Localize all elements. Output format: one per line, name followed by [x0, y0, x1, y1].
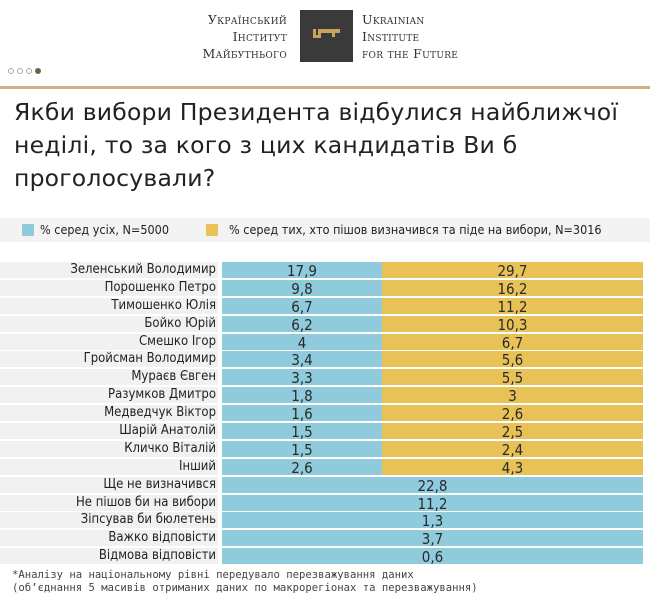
bar-decided: 6,7	[382, 333, 643, 352]
bar-all: 17,9	[222, 262, 382, 280]
bar-all: 6,2	[222, 315, 382, 334]
bar-decided: 29,7	[382, 262, 643, 280]
chart-row: Разумков Дмитро 1,8 3	[0, 387, 650, 405]
bar-decided: 10,3	[382, 315, 643, 334]
slide-pagination	[8, 68, 41, 74]
row-label: Не пішов би на вибори	[0, 494, 218, 511]
bar-decided: 11,2	[382, 297, 643, 316]
chart-row: Смешко Ігор 4 6,7	[0, 333, 650, 352]
bar-all: 22,8	[222, 476, 643, 495]
bar-all: 1,3	[222, 512, 643, 530]
bar-decided: 5,6	[382, 351, 643, 369]
row-label: Важко відповісти	[0, 530, 218, 547]
chart-row: Відмова відповісти 0,6	[0, 548, 650, 566]
chart-row: Інший 2,6 4,3	[0, 458, 650, 477]
chart-row: Гройсман Володимир 3,4 5,6	[0, 351, 650, 369]
row-label: Тимошенко Юлія	[0, 297, 218, 314]
chart-row: Ще не визначився 22,8	[0, 476, 650, 495]
chart-rows: Зеленський Володимир 17,9 29,7 Порошенко Пе…	[0, 262, 650, 566]
footnote: *Аналізу на національному рівні передува…	[12, 569, 478, 594]
chart-row: Медведчук Віктор 1,6 2,6	[0, 405, 650, 423]
chart-row: Кличко Віталій 1,5 2,4	[0, 440, 650, 459]
chart-row: Тимошенко Юлія 6,7 11,2	[0, 297, 650, 316]
slide-dot-1[interactable]	[8, 68, 14, 74]
bar-decided: 2,4	[382, 440, 643, 459]
bar-all: 11,2	[222, 494, 643, 513]
chart-row: Важко відповісти 3,7	[0, 530, 650, 548]
bar-decided: 4,3	[382, 458, 643, 477]
chart-row: Зеленський Володимир 17,9 29,7	[0, 262, 650, 280]
chart-title: Якби вибори Президента відбулися найближ…	[14, 98, 619, 192]
chart-row: Бойко Юрій 6,2 10,3	[0, 315, 650, 334]
bar-decided: 3	[382, 387, 643, 405]
bar-all: 1,5	[222, 440, 382, 459]
bar-all: 1,8	[222, 387, 382, 405]
row-label: Відмова відповісти	[0, 548, 218, 565]
logo-line: Майбутнього	[202, 46, 287, 61]
legend-label-decided: % серед тих, хто пішов визначився та під…	[229, 222, 602, 237]
bar-all: 6,7	[222, 297, 382, 316]
logo-text-english: Ukrainian Institute for the Future	[362, 11, 458, 62]
row-label: Медведчук Віктор	[0, 405, 218, 422]
logo-line: Інститут	[232, 29, 287, 44]
row-label: Зіпсував би бюлетень	[0, 512, 218, 529]
row-label: Разумков Дмитро	[0, 387, 218, 404]
legend-swatch-decided	[206, 224, 218, 236]
legend-label-all: % серед усіх, N=5000	[40, 222, 169, 237]
bar-all: 1,6	[222, 405, 382, 423]
bar-decided: 2,5	[382, 423, 643, 441]
row-label: Інший	[0, 458, 218, 475]
bar-all: 4	[222, 333, 382, 352]
bar-all: 0,6	[222, 548, 643, 566]
logo-line: Institute	[362, 29, 420, 44]
logo-line: Український	[207, 12, 287, 27]
logo-line: for the Future	[362, 46, 459, 61]
bar-all: 1,5	[222, 423, 382, 441]
chart-row: Не пішов би на вибори 11,2	[0, 494, 650, 513]
row-label: Мураєв Євген	[0, 369, 218, 386]
row-label: Кличко Віталій	[0, 440, 218, 457]
bar-decided: 2,6	[382, 405, 643, 423]
row-label: Порошенко Петро	[0, 279, 218, 296]
legend-swatch-all	[22, 224, 34, 236]
bar-all: 3,7	[222, 530, 643, 548]
chart-row: Порошенко Петро 9,8 16,2	[0, 279, 650, 298]
chart-row: Мураєв Євген 3,3 5,5	[0, 369, 650, 387]
logo-text-ukrainian: Український Інститут Майбутнього	[202, 11, 287, 62]
bar-all: 2,6	[222, 458, 382, 477]
slide-dot-4-active[interactable]	[35, 68, 41, 74]
row-label: Бойко Юрій	[0, 315, 218, 332]
bar-all: 9,8	[222, 279, 382, 298]
logo-line: Ukrainian	[362, 12, 425, 27]
bar-decided: 5,5	[382, 369, 643, 387]
bar-all: 3,3	[222, 369, 382, 387]
slide-dot-2[interactable]	[17, 68, 23, 74]
row-label: Гройсман Володимир	[0, 351, 218, 368]
slide-dot-3[interactable]	[26, 68, 32, 74]
row-label: Шарій Анатолій	[0, 423, 218, 440]
key-icon	[313, 29, 340, 38]
bar-decided: 16,2	[382, 279, 643, 298]
legend: % серед усіх, N=5000 % серед тих, хто пі…	[0, 218, 650, 242]
row-label: Ще не визначився	[0, 476, 218, 493]
chart-row: Шарій Анатолій 1,5 2,5	[0, 423, 650, 441]
header: Український Інститут Майбутнього Ukraini…	[0, 0, 650, 89]
logo-mark	[300, 10, 353, 62]
chart-row: Зіпсував би бюлетень 1,3	[0, 512, 650, 530]
row-label: Смешко Ігор	[0, 333, 218, 350]
bar-all: 3,4	[222, 351, 382, 369]
row-label: Зеленський Володимир	[0, 262, 218, 278]
